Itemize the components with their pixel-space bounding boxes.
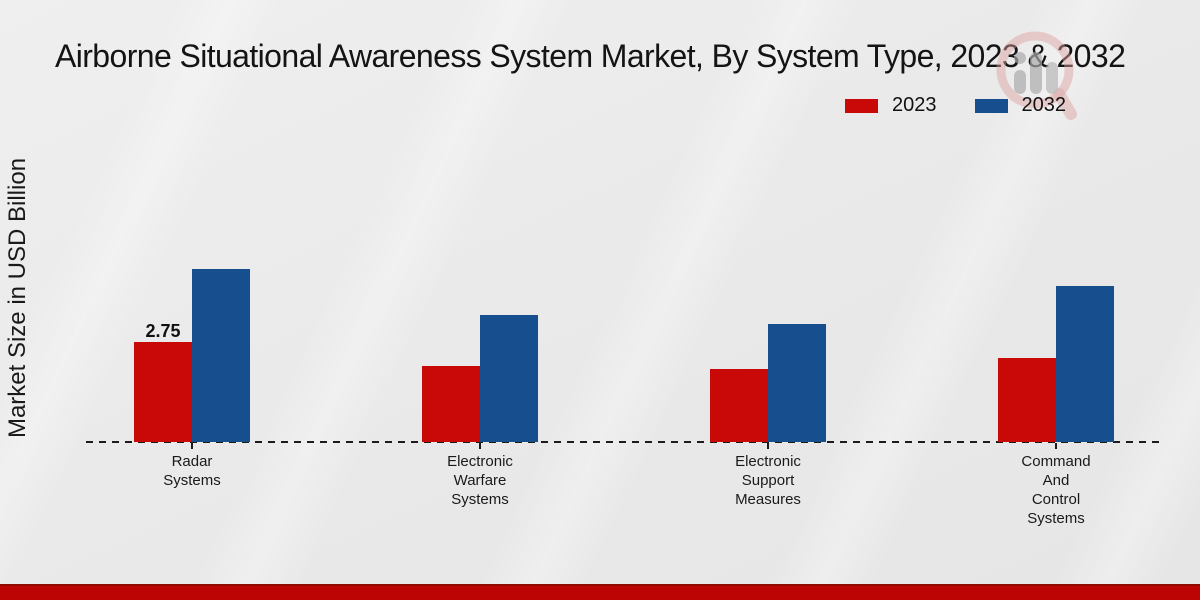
legend: 2023 2032 [845,94,1066,117]
axis-tick-2 [479,443,481,449]
bar-2023-4 [998,358,1056,442]
category-label-3: Electronic Support Measures [735,453,801,508]
legend-swatch-2032-icon [974,98,1008,113]
legend-label-2023: 2023 [892,94,937,116]
axis-tick-4 [1055,443,1057,449]
axis-tick-1 [191,443,193,449]
category-label-1: Radar Systems [163,453,221,489]
legend-swatch-2023-icon [845,98,878,113]
watermark-logo [996,31,1077,120]
bottom-accent-band [0,584,1200,600]
legend-label-2032: 2032 [1021,94,1067,116]
bar-2032-1 [192,269,250,442]
x-axis-line [86,441,1163,443]
bar-2023-3 [710,369,768,442]
bar-2032-3 [768,324,826,442]
legend-item-2032: 2032 [974,94,1067,117]
bar-2032-2 [480,315,538,442]
category-label-4: Command And Control Systems [1021,453,1091,527]
chart-title: Airborne Situational Awareness System Ma… [55,38,1126,74]
bar-2032-4 [1056,286,1114,442]
bar-2023-1 [134,342,192,442]
bar-2023-2 [422,366,480,442]
bar-value-label: 2.75 [145,321,181,341]
axis-tick-3 [767,443,769,449]
category-label-2: Electronic Warfare Systems [447,453,513,508]
legend-item-2023: 2023 [845,94,937,117]
